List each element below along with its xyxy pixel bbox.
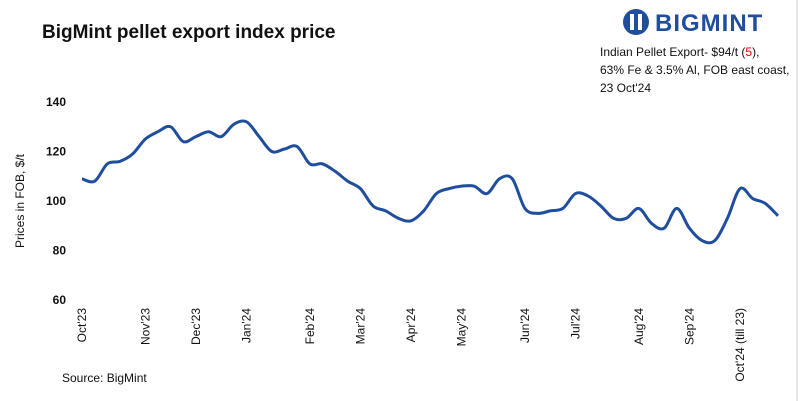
annotation: 63% Fe & 3.5% Al, FOB east coast, [600,63,789,77]
x-tick-label: Oct'24 (till 23) [733,308,747,382]
x-tick-label: Oct'23 [75,308,89,343]
y-axis-label: Prices in FOB, $/t [13,153,27,248]
source: Source: BigMint [62,371,147,385]
y-tick-label: 80 [53,244,67,258]
x-tick-label: Mar'24 [353,308,367,345]
annotation-text: ), [752,45,759,59]
x-tick-label: Jun'24 [518,308,532,343]
x-tick-label: Apr'24 [404,308,418,343]
logo-text: BIGMINT [655,10,763,37]
y-tick-label: 60 [53,293,67,307]
annotation: 23 Oct'24 [600,81,651,95]
x-tick-label: Jan'24 [240,308,254,343]
x-tick-label: Dec'23 [189,308,203,345]
annotation: Indian Pellet Export- $94/t (5), [600,45,759,59]
annotation-change: 5 [745,45,752,59]
chart-title: BigMint pellet export index price [42,22,336,43]
x-tick-label: Sep'24 [682,308,696,345]
x-tick-label: Feb'24 [303,308,317,345]
annotation-text: Indian Pellet Export- $94/t ( [600,45,745,59]
x-tick-label: Aug'24 [632,308,646,345]
x-tick-label: Jul'24 [569,308,583,339]
logo-icon [623,9,649,35]
x-tick-label: May'24 [455,308,469,347]
y-tick-label: 120 [46,145,66,159]
y-tick-label: 100 [46,194,66,208]
line [81,119,780,245]
x-tick-label: Nov'23 [138,308,152,345]
y-tick-label: 140 [46,95,66,109]
